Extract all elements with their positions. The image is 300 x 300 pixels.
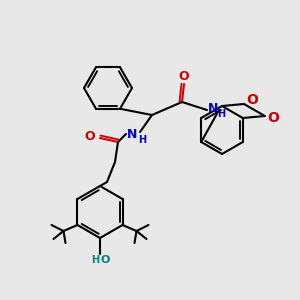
- Text: O: O: [246, 93, 258, 107]
- Text: O: O: [267, 111, 279, 125]
- Text: H: H: [138, 135, 146, 145]
- Text: H: H: [91, 255, 99, 265]
- Text: O: O: [85, 130, 95, 142]
- Text: N: N: [127, 128, 137, 140]
- Text: H: H: [217, 109, 225, 119]
- Text: O: O: [179, 70, 189, 83]
- Text: N: N: [208, 101, 218, 115]
- Text: O: O: [100, 255, 110, 265]
